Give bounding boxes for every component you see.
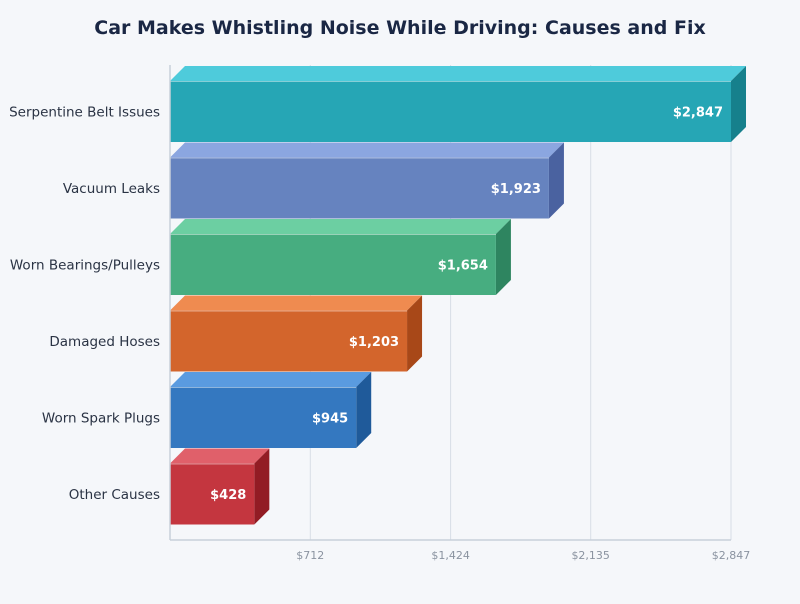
bar-side-face xyxy=(407,295,423,372)
bar: $428 xyxy=(170,448,270,525)
chart-title: Car Makes Whistling Noise While Driving:… xyxy=(94,17,705,39)
x-tick-label: $712 xyxy=(296,549,324,562)
y-category-label: Worn Bearings/Pulleys xyxy=(10,258,160,274)
bar: $945 xyxy=(170,372,372,448)
y-category-label: Serpentine Belt Issues xyxy=(9,105,160,121)
x-tick-label: $2,847 xyxy=(712,549,751,562)
bar: $1,203 xyxy=(170,295,423,372)
bar-side-face xyxy=(356,372,372,448)
bar-front-face xyxy=(170,81,731,142)
data-label: $945 xyxy=(312,412,348,427)
bar-top-face xyxy=(170,142,564,158)
bar: $2,847 xyxy=(170,66,746,142)
data-label: $2,847 xyxy=(673,106,723,121)
bar-front-face xyxy=(170,463,255,525)
bar-top-face xyxy=(170,219,511,234)
bar-top-face xyxy=(170,66,746,81)
y-category-label: Other Causes xyxy=(69,487,160,503)
bar-front-face xyxy=(170,234,496,295)
bar-side-face xyxy=(548,142,564,219)
x-tick-label: $2,135 xyxy=(571,549,610,562)
axes: $712 $1,424 $2,135 $2,847 Serpentine Belt Is… xyxy=(9,65,750,562)
y-category-label: Vacuum Leaks xyxy=(63,181,160,197)
bar-front-face xyxy=(170,387,357,448)
data-label: $1,923 xyxy=(491,182,541,197)
data-label: $1,203 xyxy=(349,335,399,350)
data-label: $1,654 xyxy=(438,259,488,274)
x-tick-label: $1,424 xyxy=(431,549,470,562)
y-category-label: Damaged Hoses xyxy=(49,334,160,350)
bar-top-face xyxy=(170,448,270,464)
bar-side-face xyxy=(731,66,746,142)
data-label: $428 xyxy=(210,488,246,503)
bar-side-face xyxy=(254,448,270,525)
bar-side-face xyxy=(495,219,511,295)
bar: $1,923 xyxy=(170,142,564,219)
bar-top-face xyxy=(170,295,423,311)
bars: $2,847 $1,923 $1,654 $1,203 $945 $428 xyxy=(170,66,746,525)
y-category-label: Worn Spark Plugs xyxy=(42,411,160,427)
bar-top-face xyxy=(170,372,372,387)
bar-front-face xyxy=(170,310,408,372)
bar: $1,654 xyxy=(170,219,511,295)
bar-front-face xyxy=(170,157,549,219)
